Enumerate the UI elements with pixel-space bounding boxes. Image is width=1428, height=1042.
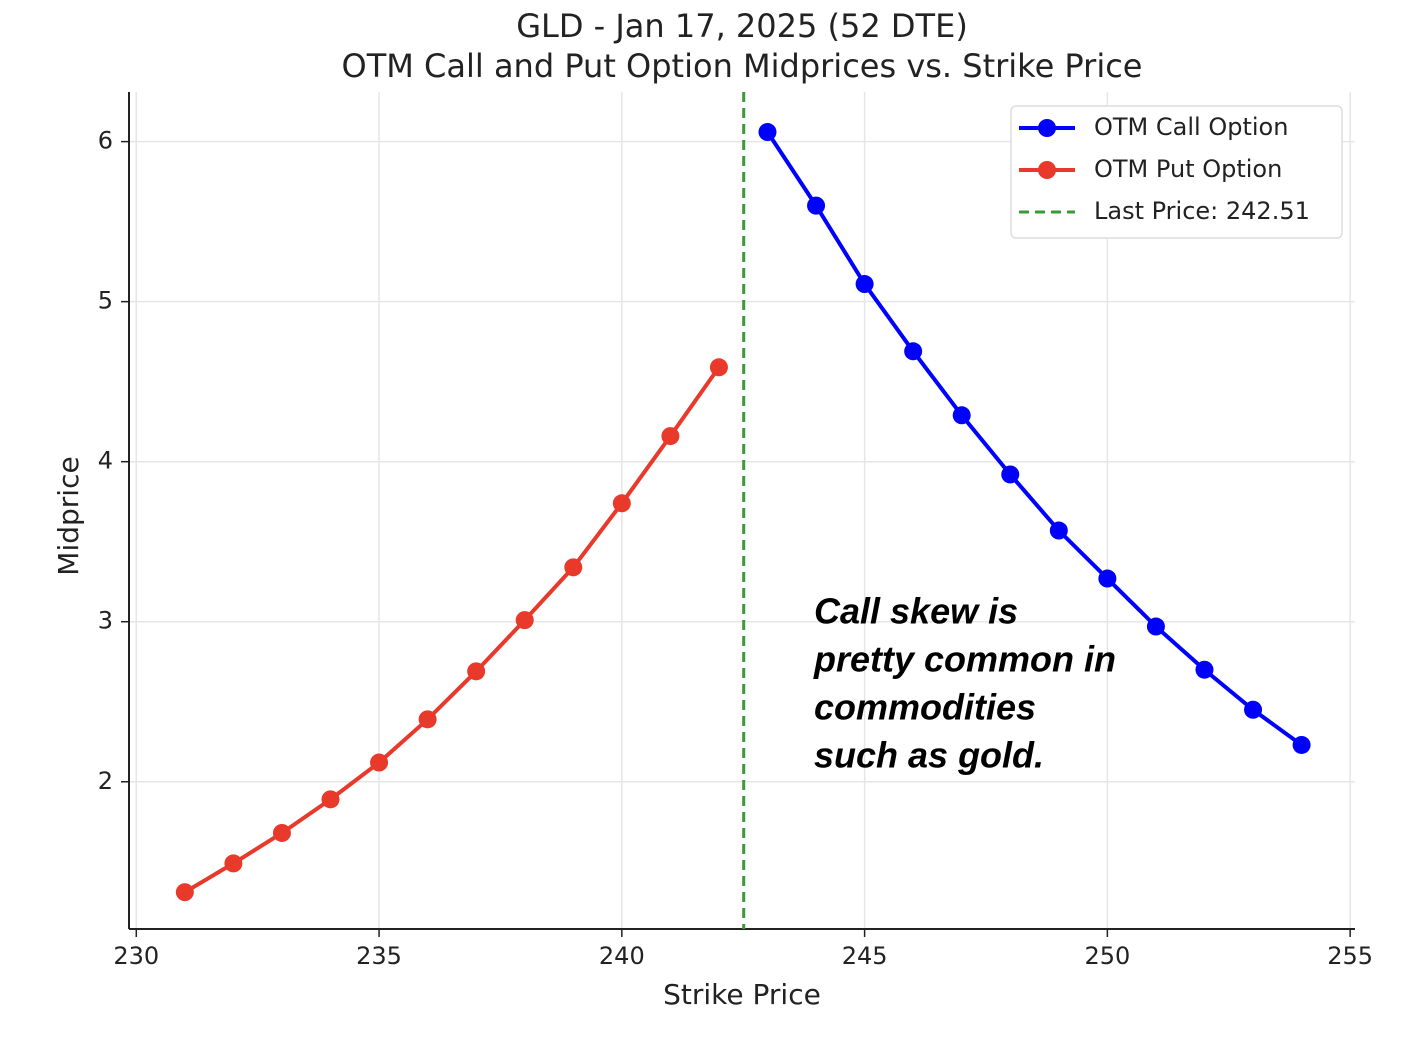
marker — [855, 275, 874, 294]
marker — [370, 753, 389, 772]
marker — [1049, 521, 1068, 540]
marker — [904, 342, 923, 361]
marker — [224, 854, 243, 873]
marker — [952, 406, 971, 425]
marker — [1001, 465, 1020, 484]
annotation: Call skew is — [814, 591, 1018, 632]
y-tick-label: 2 — [98, 767, 113, 795]
marker — [564, 558, 583, 577]
marker — [515, 611, 534, 630]
x-tick-label: 250 — [1084, 942, 1130, 970]
x-tick-label: 230 — [113, 942, 159, 970]
marker — [758, 123, 777, 142]
annotation: such as gold. — [814, 735, 1044, 776]
x-tick-label: 235 — [356, 942, 402, 970]
y-tick-label: 3 — [98, 607, 113, 635]
marker — [272, 823, 291, 842]
marker — [1146, 617, 1165, 636]
legend-label: OTM Call Option — [1094, 113, 1288, 141]
line — [183, 366, 721, 894]
chart-title: OTM Call and Put Option Midprices vs. St… — [342, 47, 1143, 85]
marker — [1244, 700, 1263, 719]
x-tick-label: 240 — [599, 942, 645, 970]
marker — [175, 883, 194, 902]
legend-label: OTM Put Option — [1094, 155, 1282, 183]
marker — [612, 494, 631, 513]
legend-marker — [1038, 161, 1056, 179]
legend-box — [1010, 105, 1343, 239]
marker — [321, 790, 340, 809]
x-axis-label: Strike Price — [663, 978, 821, 1011]
annotation: pretty common in — [813, 639, 1116, 680]
marker — [807, 196, 826, 215]
y-tick-label: 6 — [98, 127, 113, 155]
legend-label: Last Price: 242.51 — [1094, 197, 1310, 225]
marker — [1292, 735, 1311, 754]
y-tick-label: 4 — [98, 447, 113, 475]
marker — [709, 358, 728, 377]
marker — [1098, 569, 1117, 588]
chart-title: GLD - Jan 17, 2025 (52 DTE) — [516, 7, 968, 45]
marker — [661, 427, 680, 446]
marker — [467, 662, 486, 681]
x-tick-label: 255 — [1327, 942, 1373, 970]
x-tick-label: 245 — [842, 942, 888, 970]
legend-marker — [1038, 119, 1056, 137]
line — [765, 130, 1303, 747]
y-tick-label: 5 — [98, 287, 113, 315]
annotation: commodities — [814, 687, 1036, 728]
marker — [1195, 660, 1214, 679]
marker — [418, 710, 437, 729]
y-axis-label: Midprice — [52, 456, 85, 575]
